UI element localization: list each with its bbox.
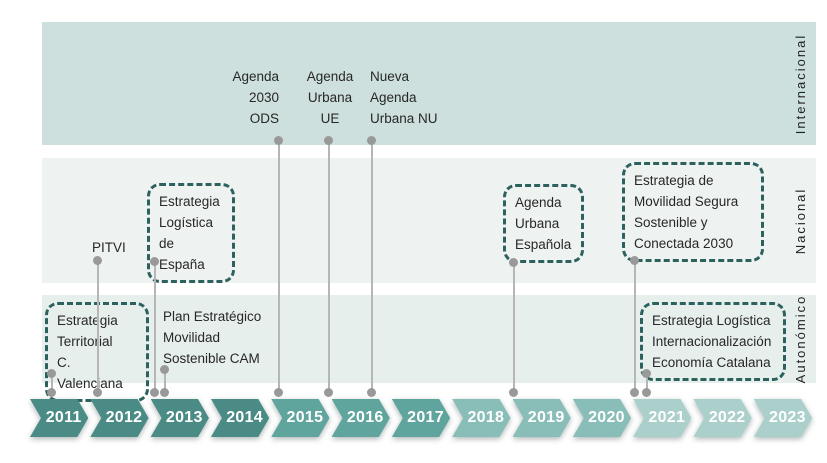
band-nacional: Nacional	[42, 158, 816, 283]
timeline-year-2021: 2021	[633, 399, 691, 437]
timeline: 2011 2012 2013 2014 2015 2016 2017 2018 …	[30, 399, 812, 437]
timeline-year-2019: 2019	[513, 399, 571, 437]
note-estrategia-movilidad-2030: Estrategia de Movilidad Segura Sostenibl…	[622, 162, 764, 262]
pin-agenda-2030-ods	[275, 135, 282, 397]
band-label-autonomico: Autonómico	[793, 294, 808, 384]
band-internacional: Internacional	[42, 22, 816, 145]
pin-plan-estrategico-cam	[161, 364, 168, 397]
note-plan-estrategico-cam: Plan Estratégico Movilidad Sostenible CA…	[163, 309, 262, 366]
note-nueva-agenda-urbana-nu: Nueva Agenda Urbana NU	[370, 69, 438, 126]
timeline-year-2018: 2018	[452, 399, 510, 437]
pin-estrategia-logistica-espana	[151, 256, 158, 397]
timeline-year-2011: 2011	[30, 399, 88, 437]
pin-nueva-agenda-urbana-nu	[368, 135, 375, 397]
pin-agenda-urbana-ue	[325, 135, 332, 397]
band-autonomico: Autonómico	[42, 295, 816, 383]
timeline-year-2020: 2020	[573, 399, 631, 437]
timeline-year-2012: 2012	[90, 399, 148, 437]
note-estrategia-logistica-espana: Estrategia Logística de España	[147, 183, 235, 283]
pin-pitvi	[94, 255, 101, 397]
pin-agenda-urbana-espanola	[510, 257, 517, 397]
timeline-year-2014: 2014	[211, 399, 269, 437]
note-agenda-urbana-espanola: Agenda Urbana Española	[503, 184, 584, 263]
pin-estrategia-logistica-catalana	[643, 368, 650, 397]
band-label-nacional: Nacional	[793, 187, 808, 254]
pin-estrategia-territorial-valenciana	[48, 368, 55, 397]
note-pitvi: PITVI	[92, 240, 126, 255]
timeline-year-2022: 2022	[693, 399, 751, 437]
note-agenda-urbana-ue: Agenda Urbana UE	[306, 69, 354, 126]
note-estrategia-logistica-catalana: Estrategia Logística Internacionalizació…	[640, 302, 786, 381]
pin-estrategia-movilidad-2030	[631, 255, 638, 397]
band-label-internacional: Internacional	[793, 33, 808, 134]
timeline-year-2016: 2016	[332, 399, 390, 437]
note-agenda-2030-ods: Agenda 2030 ODS	[232, 69, 279, 126]
timeline-year-2015: 2015	[271, 399, 329, 437]
timeline-year-2017: 2017	[392, 399, 450, 437]
timeline-year-2013: 2013	[151, 399, 209, 437]
timeline-year-2023: 2023	[754, 399, 812, 437]
